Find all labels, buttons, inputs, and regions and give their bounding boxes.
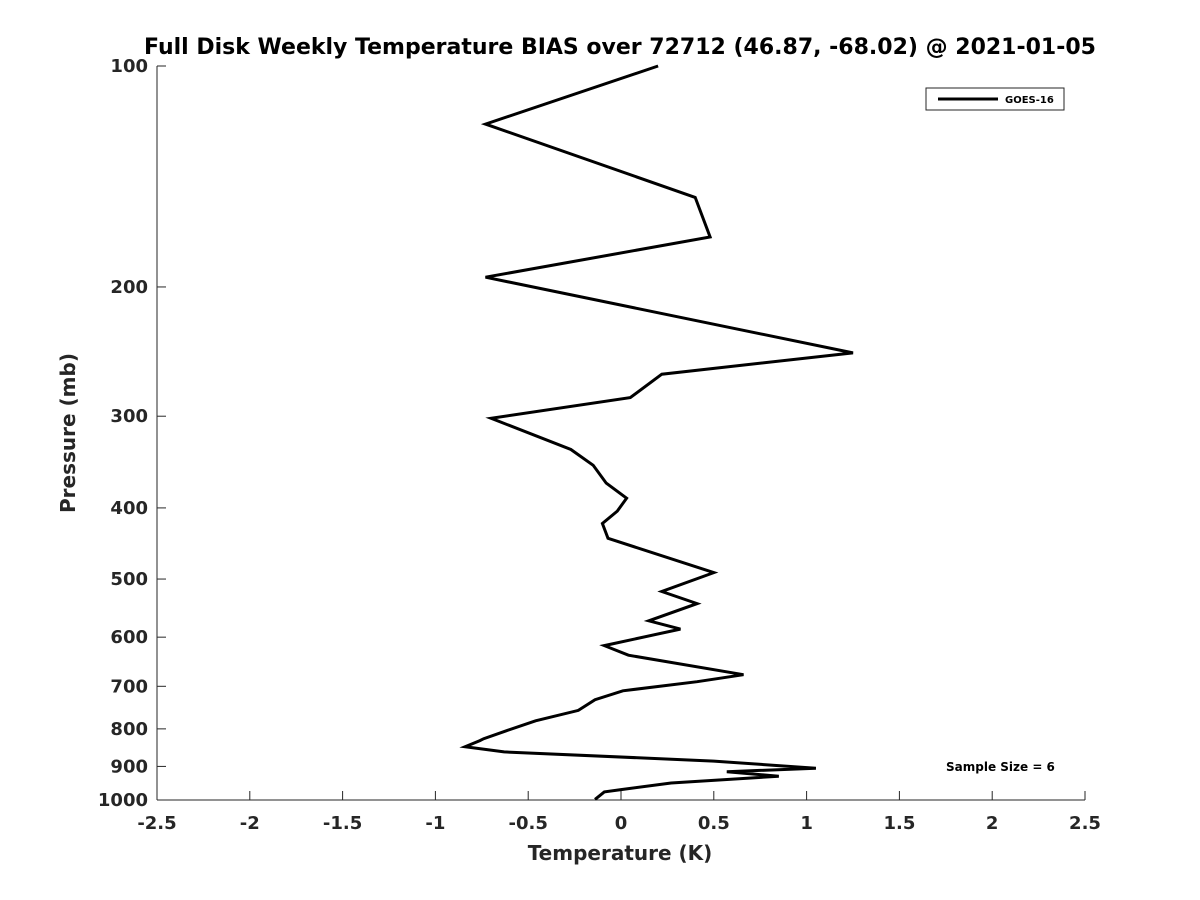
y-tick-label: 500: [110, 569, 148, 590]
x-tick-label: 1: [800, 813, 813, 834]
x-axis-label: Temperature (K): [528, 841, 713, 865]
y-tick-label: 900: [110, 756, 148, 777]
y-tick-label: 700: [110, 676, 148, 697]
series-line-goes-16: [459, 64, 854, 801]
x-tick-label: 0.5: [698, 813, 730, 834]
plot-frame: [157, 66, 1085, 800]
x-tick-label: -2: [240, 813, 260, 834]
sample-size-annotation: Sample Size = 6: [946, 760, 1055, 774]
y-tick-label: 800: [110, 719, 148, 740]
y-axis: 100 200 300 400 500 600 700 800 900 1000: [98, 56, 166, 811]
legend: GOES-16: [925, 87, 1065, 111]
x-tick-label: 2: [986, 813, 999, 834]
y-tick-label: 1000: [98, 790, 148, 811]
x-tick-label: -0.5: [509, 813, 548, 834]
y-tick-label: 300: [110, 406, 148, 427]
x-tick-label: 2.5: [1069, 813, 1101, 834]
y-tick-label: 200: [110, 277, 148, 298]
x-tick-label: -1: [425, 813, 445, 834]
chart-title: Full Disk Weekly Temperature BIAS over 7…: [144, 35, 1096, 60]
y-tick-label: 400: [110, 498, 148, 519]
x-tick-label: -2.5: [137, 813, 176, 834]
x-axis: -2.5 -2 -1.5 -1 -0.5 0 0.5 1 1.5 2 2.5: [137, 791, 1101, 834]
y-tick-label: 600: [110, 627, 148, 648]
y-axis-label: Pressure (mb): [56, 353, 80, 513]
y-tick-label: 100: [110, 56, 148, 77]
series-layer: [459, 64, 854, 801]
x-tick-label: 0: [615, 813, 628, 834]
plot-area: [157, 66, 1085, 800]
x-tick-label: 1.5: [883, 813, 915, 834]
legend-label-goes-16: GOES-16: [1005, 95, 1054, 106]
x-tick-label: -1.5: [323, 813, 362, 834]
